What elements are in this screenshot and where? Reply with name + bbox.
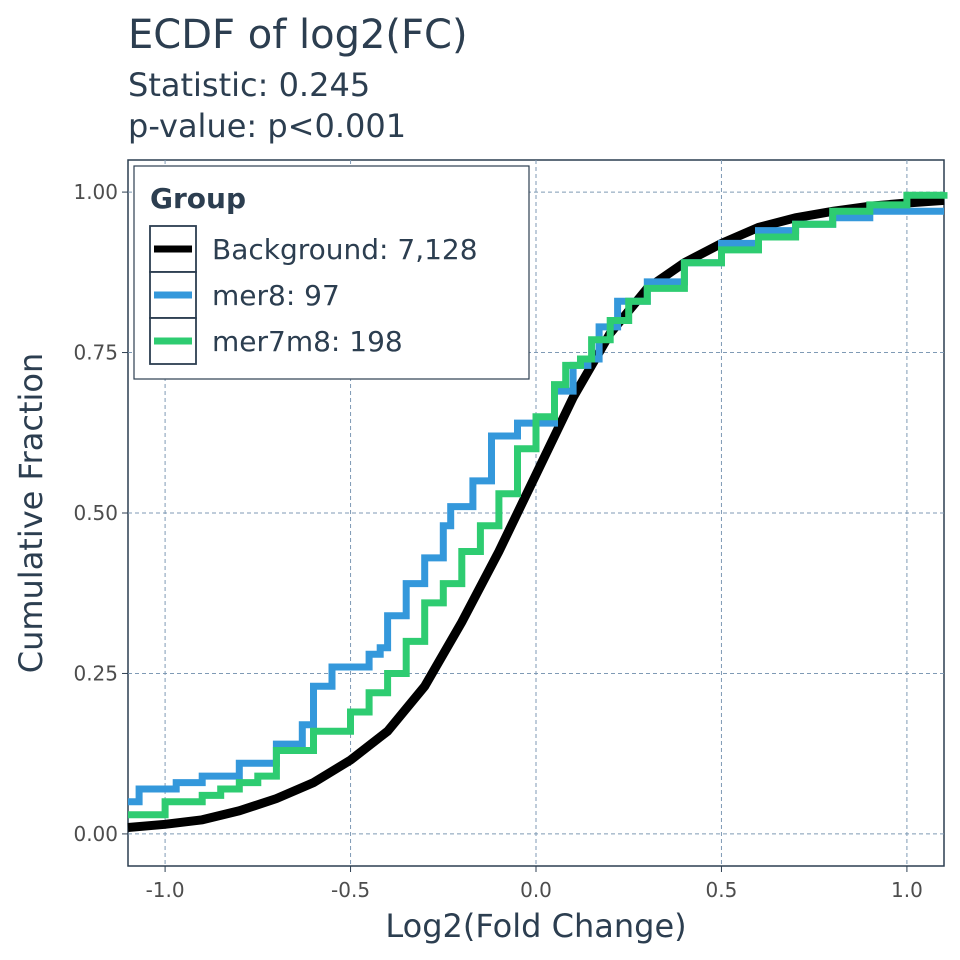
legend-label: mer7m8: 198 bbox=[212, 325, 403, 358]
x-tick-label: -1.0 bbox=[146, 878, 185, 902]
y-tick-label: 0.75 bbox=[73, 341, 118, 365]
ecdf-lines bbox=[127, 191, 948, 832]
chart-title: ECDF of log2(FC) bbox=[128, 12, 468, 58]
x-axis-title: Log2(Fold Change) bbox=[385, 907, 686, 945]
x-tick-label: -0.5 bbox=[331, 878, 370, 902]
chart-subtitle-pvalue: p-value: p<0.001 bbox=[128, 107, 406, 145]
legend-items: Background: 7,128 mer8: 97 mer7m8: 198 bbox=[149, 225, 478, 365]
x-tick-label: 0.5 bbox=[706, 878, 738, 902]
y-axis-title: Cumulative Fraction bbox=[12, 353, 50, 674]
series-line-0 bbox=[127, 195, 945, 832]
y-tick-label: 0.00 bbox=[73, 822, 118, 846]
legend-label: mer8: 97 bbox=[212, 279, 340, 312]
grid-lines bbox=[128, 160, 944, 866]
legend-label: Background: 7,128 bbox=[212, 233, 478, 266]
legend-title: Group bbox=[150, 182, 246, 215]
y-axis-ticks: 0.00 0.25 0.50 0.75 1.00 bbox=[73, 180, 128, 846]
y-tick-label: 1.00 bbox=[73, 180, 118, 204]
y-tick-label: 0.25 bbox=[73, 661, 118, 685]
x-axis-ticks: -1.0 -0.5 0.0 0.5 1.0 bbox=[146, 866, 923, 902]
series-line-2 bbox=[128, 191, 948, 819]
y-tick-label: 0.50 bbox=[73, 501, 118, 525]
legend-box bbox=[133, 165, 530, 380]
legend: Group Background: 7,128 mer8: 97 mer7m8: 1… bbox=[133, 165, 530, 380]
x-tick-label: 1.0 bbox=[891, 878, 923, 902]
chart-subtitle-statistic: Statistic: 0.245 bbox=[128, 66, 370, 104]
x-tick-label: 0.0 bbox=[520, 878, 552, 902]
